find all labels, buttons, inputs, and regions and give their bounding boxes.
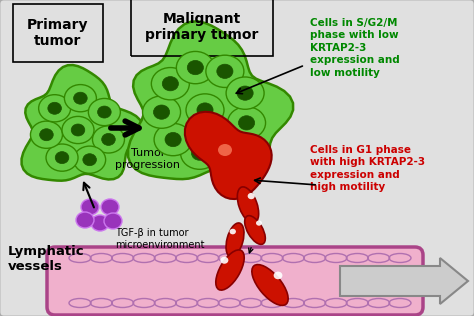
Ellipse shape: [154, 105, 170, 119]
Ellipse shape: [40, 129, 53, 141]
Ellipse shape: [220, 257, 228, 264]
Text: Lymphatic
vessels: Lymphatic vessels: [8, 245, 85, 273]
Text: Tumor
progression: Tumor progression: [116, 148, 181, 170]
Ellipse shape: [165, 132, 181, 147]
Ellipse shape: [228, 107, 265, 139]
Ellipse shape: [226, 223, 244, 257]
Ellipse shape: [46, 144, 78, 171]
Ellipse shape: [238, 116, 255, 130]
Ellipse shape: [226, 77, 264, 109]
Ellipse shape: [104, 213, 122, 229]
Text: metastasis: metastasis: [349, 275, 427, 288]
Ellipse shape: [62, 116, 94, 143]
Ellipse shape: [151, 68, 189, 100]
Ellipse shape: [92, 126, 125, 153]
Ellipse shape: [197, 103, 213, 117]
Text: Primary
tumor: Primary tumor: [27, 18, 89, 48]
Ellipse shape: [229, 229, 236, 234]
Ellipse shape: [39, 95, 71, 122]
Ellipse shape: [64, 85, 96, 112]
Polygon shape: [22, 65, 143, 181]
Text: Malignant
primary tumor: Malignant primary tumor: [146, 12, 259, 42]
Ellipse shape: [273, 271, 283, 279]
Ellipse shape: [210, 131, 247, 163]
Ellipse shape: [186, 94, 224, 126]
Ellipse shape: [237, 86, 253, 100]
Ellipse shape: [143, 96, 181, 128]
Ellipse shape: [237, 187, 259, 223]
Ellipse shape: [55, 152, 69, 164]
Ellipse shape: [245, 216, 265, 244]
FancyBboxPatch shape: [47, 247, 423, 315]
Ellipse shape: [98, 106, 111, 118]
Ellipse shape: [216, 250, 244, 290]
Ellipse shape: [102, 133, 115, 145]
Ellipse shape: [176, 52, 214, 84]
Ellipse shape: [48, 102, 62, 114]
Ellipse shape: [30, 121, 63, 148]
Ellipse shape: [191, 146, 208, 160]
Ellipse shape: [154, 124, 192, 156]
Ellipse shape: [162, 76, 178, 91]
Ellipse shape: [217, 64, 233, 78]
Text: TGF-β in tumor
microenvironment: TGF-β in tumor microenvironment: [115, 228, 204, 250]
Ellipse shape: [76, 212, 94, 228]
Ellipse shape: [187, 60, 203, 75]
Ellipse shape: [101, 199, 119, 215]
Ellipse shape: [220, 139, 237, 154]
Ellipse shape: [73, 92, 87, 104]
Ellipse shape: [81, 199, 99, 215]
Ellipse shape: [181, 137, 219, 169]
FancyArrow shape: [340, 258, 468, 304]
Text: Cells in S/G2/M
phase with low
KRTAP2-3
expression and
low motility: Cells in S/G2/M phase with low KRTAP2-3 …: [310, 18, 400, 78]
Ellipse shape: [247, 193, 255, 199]
Ellipse shape: [256, 221, 262, 226]
Polygon shape: [128, 21, 293, 179]
Ellipse shape: [73, 146, 106, 173]
Ellipse shape: [91, 215, 109, 231]
Ellipse shape: [252, 264, 288, 306]
Ellipse shape: [218, 144, 232, 156]
Polygon shape: [185, 112, 272, 199]
Ellipse shape: [71, 124, 85, 136]
Ellipse shape: [83, 154, 96, 166]
Text: Cells in G1 phase
with high KRTAP2-3
expression and
high motility: Cells in G1 phase with high KRTAP2-3 exp…: [310, 145, 425, 192]
Ellipse shape: [88, 99, 120, 126]
Ellipse shape: [206, 55, 244, 88]
